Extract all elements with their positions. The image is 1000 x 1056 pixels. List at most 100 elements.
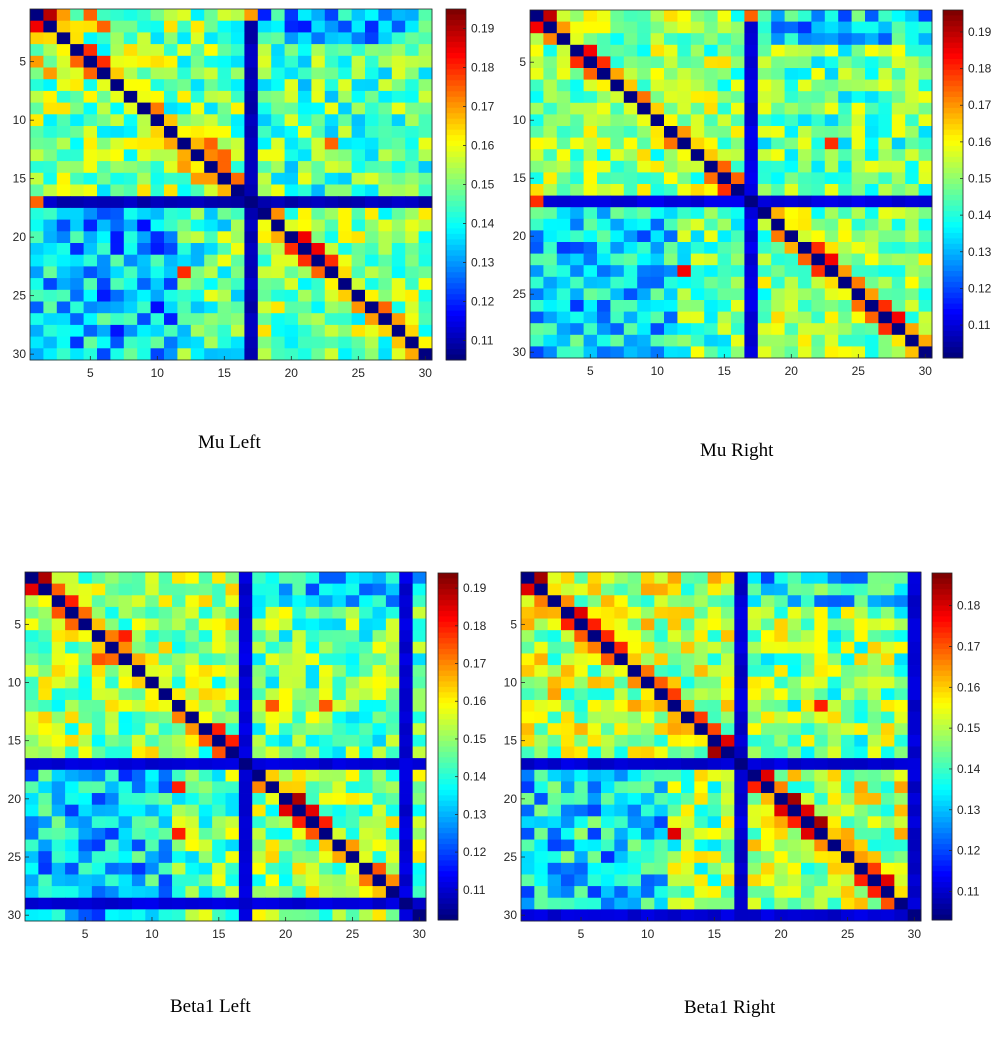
heatmap-cell xyxy=(827,851,842,864)
heatmap-cell xyxy=(145,862,160,875)
heatmap-cell xyxy=(265,909,280,922)
heatmap-cell xyxy=(787,851,802,864)
heatmap-cell xyxy=(918,149,933,162)
heatmap-cell xyxy=(238,630,253,643)
heatmap-cell xyxy=(105,734,119,747)
heatmap-cell xyxy=(717,265,732,278)
heatmap-cell xyxy=(838,207,852,220)
heatmap-cell xyxy=(78,699,93,712)
heatmap-cell xyxy=(814,769,829,782)
heatmap-cell xyxy=(641,606,655,619)
heatmap-cell xyxy=(747,572,762,585)
heatmap-cell xyxy=(654,758,669,771)
heatmap-cell xyxy=(150,266,165,279)
heatmap-cell xyxy=(717,33,732,46)
heatmap-cell xyxy=(841,711,855,724)
heatmap-cell xyxy=(43,336,58,349)
heatmap-cell xyxy=(78,909,93,922)
heatmap-cell xyxy=(574,641,589,654)
heatmap-cell xyxy=(391,114,406,127)
heatmap-cell xyxy=(637,10,651,22)
heatmap-cell xyxy=(298,219,312,232)
heatmap-cell xyxy=(667,897,682,910)
heatmap-cell xyxy=(721,769,735,782)
heatmap-cell xyxy=(51,688,66,701)
heatmap-cell xyxy=(25,699,39,712)
heatmap-cell xyxy=(105,688,119,701)
heatmap-cell xyxy=(677,10,692,22)
heatmap-cell xyxy=(867,653,882,666)
heatmap-cell xyxy=(907,699,922,712)
heatmap-cell xyxy=(244,55,259,68)
heatmap-cell xyxy=(190,231,205,244)
heatmap-cell xyxy=(570,288,584,301)
heatmap-cell xyxy=(570,44,584,57)
heatmap-cell xyxy=(265,723,280,736)
heatmap-cell xyxy=(265,769,280,782)
heatmap-cell xyxy=(814,804,829,817)
heatmap-cell xyxy=(298,184,312,197)
heatmap-cell xyxy=(319,769,333,782)
heatmap-cell xyxy=(164,324,178,337)
heatmap-cell xyxy=(177,32,192,45)
heatmap-cell xyxy=(265,606,280,619)
heatmap-cell xyxy=(190,161,205,174)
heatmap-cell xyxy=(265,886,280,899)
heatmap-cell xyxy=(123,243,138,256)
heatmap-cell xyxy=(694,676,709,689)
heatmap-cell xyxy=(131,851,146,864)
heatmap-cell xyxy=(278,804,293,817)
heatmap-cell xyxy=(784,56,799,69)
heatmap-cell xyxy=(25,734,39,747)
heatmap-cell xyxy=(158,804,173,817)
heatmap-cell xyxy=(878,334,893,347)
heatmap-cell xyxy=(418,90,433,103)
heatmap-cell xyxy=(345,851,360,864)
heatmap-cell xyxy=(244,172,259,185)
heatmap-cell xyxy=(25,839,39,852)
heatmap-cell xyxy=(717,149,732,162)
heatmap-cell xyxy=(694,583,709,596)
heatmap-cell xyxy=(827,699,842,712)
heatmap-cell xyxy=(731,114,745,127)
y-tick-label: 30 xyxy=(513,345,527,359)
heatmap-cell xyxy=(365,243,379,256)
heatmap-cell xyxy=(637,334,651,347)
heatmap-cell xyxy=(771,184,785,196)
heatmap-cell xyxy=(225,734,240,747)
heatmap-cell xyxy=(38,793,53,806)
heatmap-cell xyxy=(345,839,360,852)
colorbar-segment xyxy=(438,784,458,791)
heatmap-cell xyxy=(574,688,589,701)
heatmap-cell xyxy=(412,897,427,910)
heatmap-cell xyxy=(757,149,772,162)
heatmap-cell xyxy=(70,336,84,349)
heatmap-cell xyxy=(534,758,549,771)
heatmap-cell xyxy=(627,839,642,852)
heatmap-cell xyxy=(787,746,802,759)
heatmap-cell xyxy=(694,804,709,817)
heatmap-cell xyxy=(610,149,625,162)
heatmap-cell xyxy=(717,253,732,266)
heatmap-cell xyxy=(747,688,762,701)
heatmap-cell xyxy=(744,137,759,150)
heatmap-cell xyxy=(894,827,909,840)
heatmap-cell xyxy=(185,827,200,840)
heatmap-cell xyxy=(412,711,427,724)
heatmap-cell xyxy=(547,641,562,654)
heatmap-cell xyxy=(681,886,695,899)
heatmap-cell xyxy=(865,44,879,57)
heatmap-cell xyxy=(667,781,682,794)
heatmap-cell xyxy=(131,909,146,922)
heatmap-cell xyxy=(65,618,79,631)
heatmap-cell xyxy=(854,630,869,643)
heatmap-cell xyxy=(721,793,735,806)
heatmap-cell xyxy=(177,336,192,349)
heatmap-cell xyxy=(627,630,642,643)
colorbar-segment xyxy=(932,909,952,916)
colorbar-segment xyxy=(438,762,458,769)
heatmap-cell xyxy=(838,265,852,278)
heatmap-cell xyxy=(391,254,406,267)
colorbar-segment xyxy=(943,69,963,76)
